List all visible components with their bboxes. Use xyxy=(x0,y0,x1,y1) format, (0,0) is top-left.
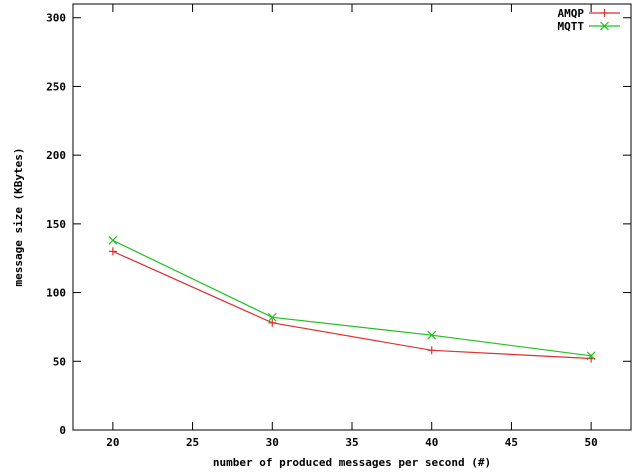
legend-label-amqp: AMQP xyxy=(558,7,585,20)
series-line-amqp xyxy=(112,250,592,360)
y-tick-label: 50 xyxy=(53,355,66,368)
x-axis-title: number of produced messages per second (… xyxy=(213,456,491,469)
x-tick-label: 20 xyxy=(106,436,119,449)
legend-label-mqtt: MQTT xyxy=(558,20,585,33)
legend-marker-amqp xyxy=(600,9,609,17)
series-line-mqtt xyxy=(112,239,592,357)
x-tick-label: 25 xyxy=(186,436,199,449)
y-tick-label: 250 xyxy=(46,80,66,93)
data-point-mqtt xyxy=(427,330,437,340)
series-layer xyxy=(108,235,596,363)
data-point-amqp xyxy=(108,247,117,256)
y-tick-label: 0 xyxy=(59,424,66,437)
x-tick-label: 40 xyxy=(425,436,438,449)
data-point-mqtt xyxy=(586,351,596,361)
y-tick-label: 300 xyxy=(46,12,66,25)
plot-frame xyxy=(72,3,632,431)
x-tick-label: 45 xyxy=(505,436,518,449)
axis-ticks: 0 50 100 150 200 250 300 20 25 30 35 40 45 50 xyxy=(46,4,631,449)
x-tick-label: 30 xyxy=(266,436,279,449)
data-point-amqp xyxy=(268,318,277,327)
y-tick-label: 200 xyxy=(46,149,66,162)
y-axis-title: message size (KBytes) xyxy=(12,147,25,286)
x-tick-label: 35 xyxy=(345,436,358,449)
x-tick-label: 50 xyxy=(585,436,598,449)
y-tick-label: 150 xyxy=(46,218,66,231)
data-point-amqp xyxy=(427,346,436,355)
data-point-mqtt xyxy=(267,312,277,322)
data-point-mqtt xyxy=(108,235,118,245)
legend-marker-mqtt xyxy=(600,21,609,31)
y-tick-label: 100 xyxy=(46,287,66,300)
